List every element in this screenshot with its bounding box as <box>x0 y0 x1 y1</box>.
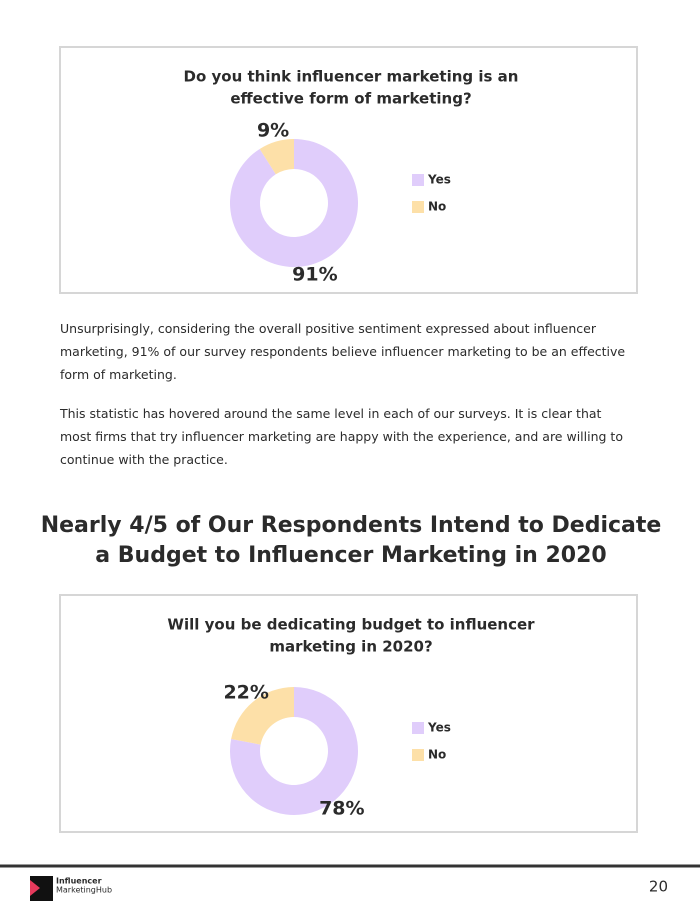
legend-label: Yes <box>427 173 451 187</box>
chart-title: Do you think influencer marketing is an <box>184 68 519 86</box>
donut-segment <box>231 687 294 745</box>
legend-label: No <box>428 748 446 762</box>
legend-label: Yes <box>427 721 451 735</box>
chart-title: Will you be dedicating budget to influen… <box>167 616 535 634</box>
chart-frame <box>59 46 638 294</box>
legend-swatch <box>412 749 424 761</box>
data-label: 91% <box>292 264 337 286</box>
logo-icon-accent <box>30 880 40 896</box>
heading: a Budget to Influencer Marketing in 2020 <box>95 543 606 568</box>
legend-swatch <box>412 201 424 213</box>
logo-text: MarketingHub <box>56 886 112 895</box>
chart-title: effective form of marketing? <box>230 90 471 108</box>
chart-title: marketing in 2020? <box>269 638 432 656</box>
legend-label: No <box>428 200 446 214</box>
legend-swatch <box>412 174 424 186</box>
chart-frame <box>59 594 638 833</box>
paragraph: Unsurprisingly, considering the overall … <box>60 321 626 382</box>
donut-segment <box>229 687 359 815</box>
heading: Nearly 4/5 of Our Respondents Intend to … <box>41 513 662 538</box>
logo-text: Influencer <box>56 877 102 886</box>
data-label: 9% <box>257 119 289 141</box>
donut-segment <box>229 139 358 267</box>
legend-swatch <box>412 722 424 734</box>
page-number: 20 <box>649 878 668 896</box>
data-label: 78% <box>319 797 364 819</box>
data-label: 22% <box>223 682 268 704</box>
donut-segment <box>259 139 294 175</box>
logo-icon <box>30 876 53 901</box>
paragraph: This statistic has hovered around the sa… <box>60 406 623 467</box>
